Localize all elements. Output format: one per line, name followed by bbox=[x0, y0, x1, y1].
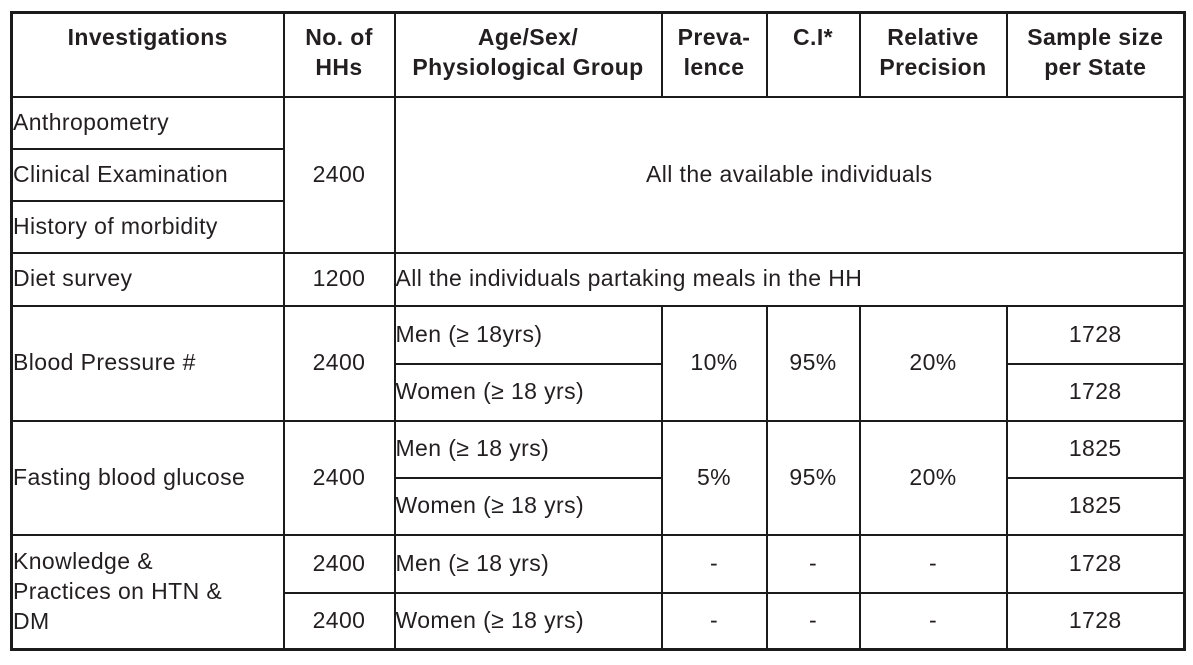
header-relative-precision: Relative Precision bbox=[858, 11, 1008, 98]
investigation-cell: Diet survey bbox=[10, 251, 285, 307]
sample-size-cell: 1825 bbox=[1005, 419, 1186, 479]
header-prevalence: Preva- lence bbox=[660, 11, 768, 98]
group-cell: Women (≥ 18 yrs) bbox=[393, 591, 663, 651]
prevalence-cell: 10% bbox=[660, 304, 768, 422]
header-ci: C.I* bbox=[765, 11, 861, 98]
table-row: History of morbidity bbox=[10, 199, 1185, 254]
prevalence-cell: - bbox=[660, 533, 768, 594]
table-row: Fasting blood glucose 2400 Men (≥ 18 yrs… bbox=[10, 419, 1186, 536]
relative-precision-cell: - bbox=[858, 591, 1008, 651]
group-cell: Men (≥ 18yrs) bbox=[393, 304, 663, 365]
investigation-cell: Blood Pressure # bbox=[10, 304, 285, 422]
hh-count-cell: 2400 bbox=[282, 533, 396, 594]
sample-size-cell: 1728 bbox=[1005, 362, 1186, 422]
group-cell: Women (≥ 18 yrs) bbox=[393, 362, 663, 422]
table-row: Women (≥ 18 yrs) 1728 bbox=[12, 362, 1186, 422]
ci-cell: 95% bbox=[765, 304, 861, 422]
ci-cell: 95% bbox=[765, 419, 861, 536]
relative-precision-cell: - bbox=[858, 533, 1008, 594]
table-header-row: Investigations No. of HHs Age/Sex/ Physi… bbox=[10, 11, 1186, 98]
group-cell: Women (≥ 18 yrs) bbox=[393, 476, 663, 536]
hh-count-cell: 2400 bbox=[282, 591, 396, 651]
hh-count-cell: 2400 bbox=[282, 419, 396, 536]
investigation-cell: Fasting blood glucose bbox=[10, 419, 285, 536]
header-sample-size: Sample size per State bbox=[1005, 11, 1186, 98]
investigation-cell: Clinical Examination bbox=[10, 147, 285, 202]
relative-precision-cell: 20% bbox=[858, 304, 1008, 422]
ci-cell: - bbox=[765, 591, 861, 651]
hh-count-cell: 2400 bbox=[282, 95, 396, 254]
header-no-of-hhs: No. of HHs bbox=[282, 11, 396, 98]
prevalence-cell: 5% bbox=[660, 419, 768, 536]
sample-size-cell: 1825 bbox=[1005, 476, 1186, 536]
hh-count-cell: 2400 bbox=[282, 304, 396, 422]
group-note-cell: All the available individuals bbox=[393, 95, 1186, 254]
table-row: Anthropometry 2400 All the available ind… bbox=[10, 95, 1186, 254]
table-row: 2400 Women (≥ 18 yrs) - - - 1728 bbox=[12, 591, 1186, 651]
table-row: Women (≥ 18 yrs) 1825 bbox=[12, 476, 1186, 536]
table-row: Diet survey 1200 All the individuals par… bbox=[10, 251, 1186, 307]
sample-size-cell: 1728 bbox=[1005, 591, 1186, 651]
header-investigations: Investigations bbox=[10, 11, 285, 98]
relative-precision-cell: 20% bbox=[858, 419, 1008, 536]
table-row: Clinical Examination bbox=[10, 147, 1185, 202]
group-note-cell: All the individuals partaking meals in t… bbox=[393, 251, 1186, 307]
prevalence-cell: - bbox=[660, 591, 768, 651]
group-cell: Men (≥ 18 yrs) bbox=[393, 533, 663, 594]
group-cell: Men (≥ 18 yrs) bbox=[393, 419, 663, 479]
investigation-cell: Anthropometry bbox=[10, 95, 285, 150]
ci-cell: - bbox=[765, 533, 861, 594]
table-row: Knowledge & Practices on HTN & DM 2400 M… bbox=[10, 533, 1186, 651]
header-age-sex-group: Age/Sex/ Physiological Group bbox=[393, 11, 663, 98]
hh-count-cell: 1200 bbox=[282, 251, 396, 307]
sample-size-cell: 1728 bbox=[1005, 304, 1186, 365]
investigation-cell: History of morbidity bbox=[10, 199, 285, 254]
investigation-cell: Knowledge & Practices on HTN & DM bbox=[10, 533, 285, 651]
table-row: Blood Pressure # 2400 Men (≥ 18yrs) 10% … bbox=[10, 304, 1186, 422]
sample-size-cell: 1728 bbox=[1005, 533, 1186, 594]
sampling-design-table: Investigations No. of HHs Age/Sex/ Physi… bbox=[10, 11, 1186, 651]
